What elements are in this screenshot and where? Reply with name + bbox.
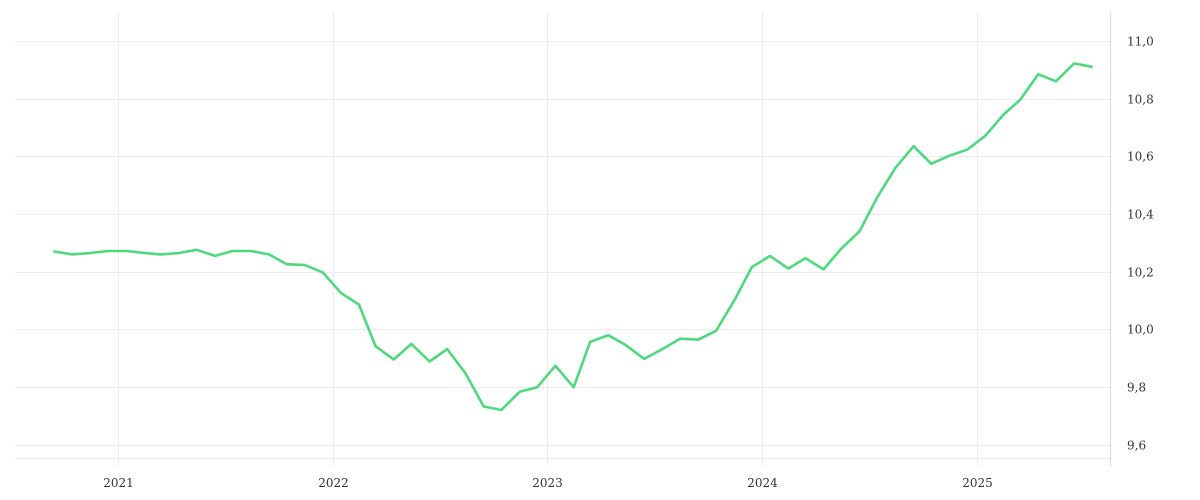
series-line — [53, 62, 1094, 412]
y-tick-label: 10,8 — [1127, 93, 1154, 107]
y-tick-label: 10,4 — [1127, 208, 1154, 222]
y-tick-label: 10,2 — [1127, 266, 1154, 280]
series-layer — [53, 62, 1094, 412]
y-tick-label: 9,8 — [1127, 381, 1146, 395]
y-tick-label: 11,0 — [1127, 35, 1154, 49]
y-tick-label: 10,0 — [1127, 323, 1154, 337]
grid — [15, 12, 1110, 466]
x-tick-label: 2022 — [318, 476, 349, 490]
y-tick-label: 9,6 — [1127, 439, 1146, 453]
x-tick-label: 2025 — [962, 476, 993, 490]
x-tick-label: 2021 — [103, 476, 134, 490]
x-tick-label: 2023 — [532, 476, 563, 490]
y-tick-label: 10,6 — [1127, 150, 1154, 164]
x-tick-label: 2024 — [747, 476, 778, 490]
tick-labels: 9,6 9,8 10,0 10,2 10,4 10,6 10,8 11,0 2021 2022 20… — [103, 35, 1154, 491]
